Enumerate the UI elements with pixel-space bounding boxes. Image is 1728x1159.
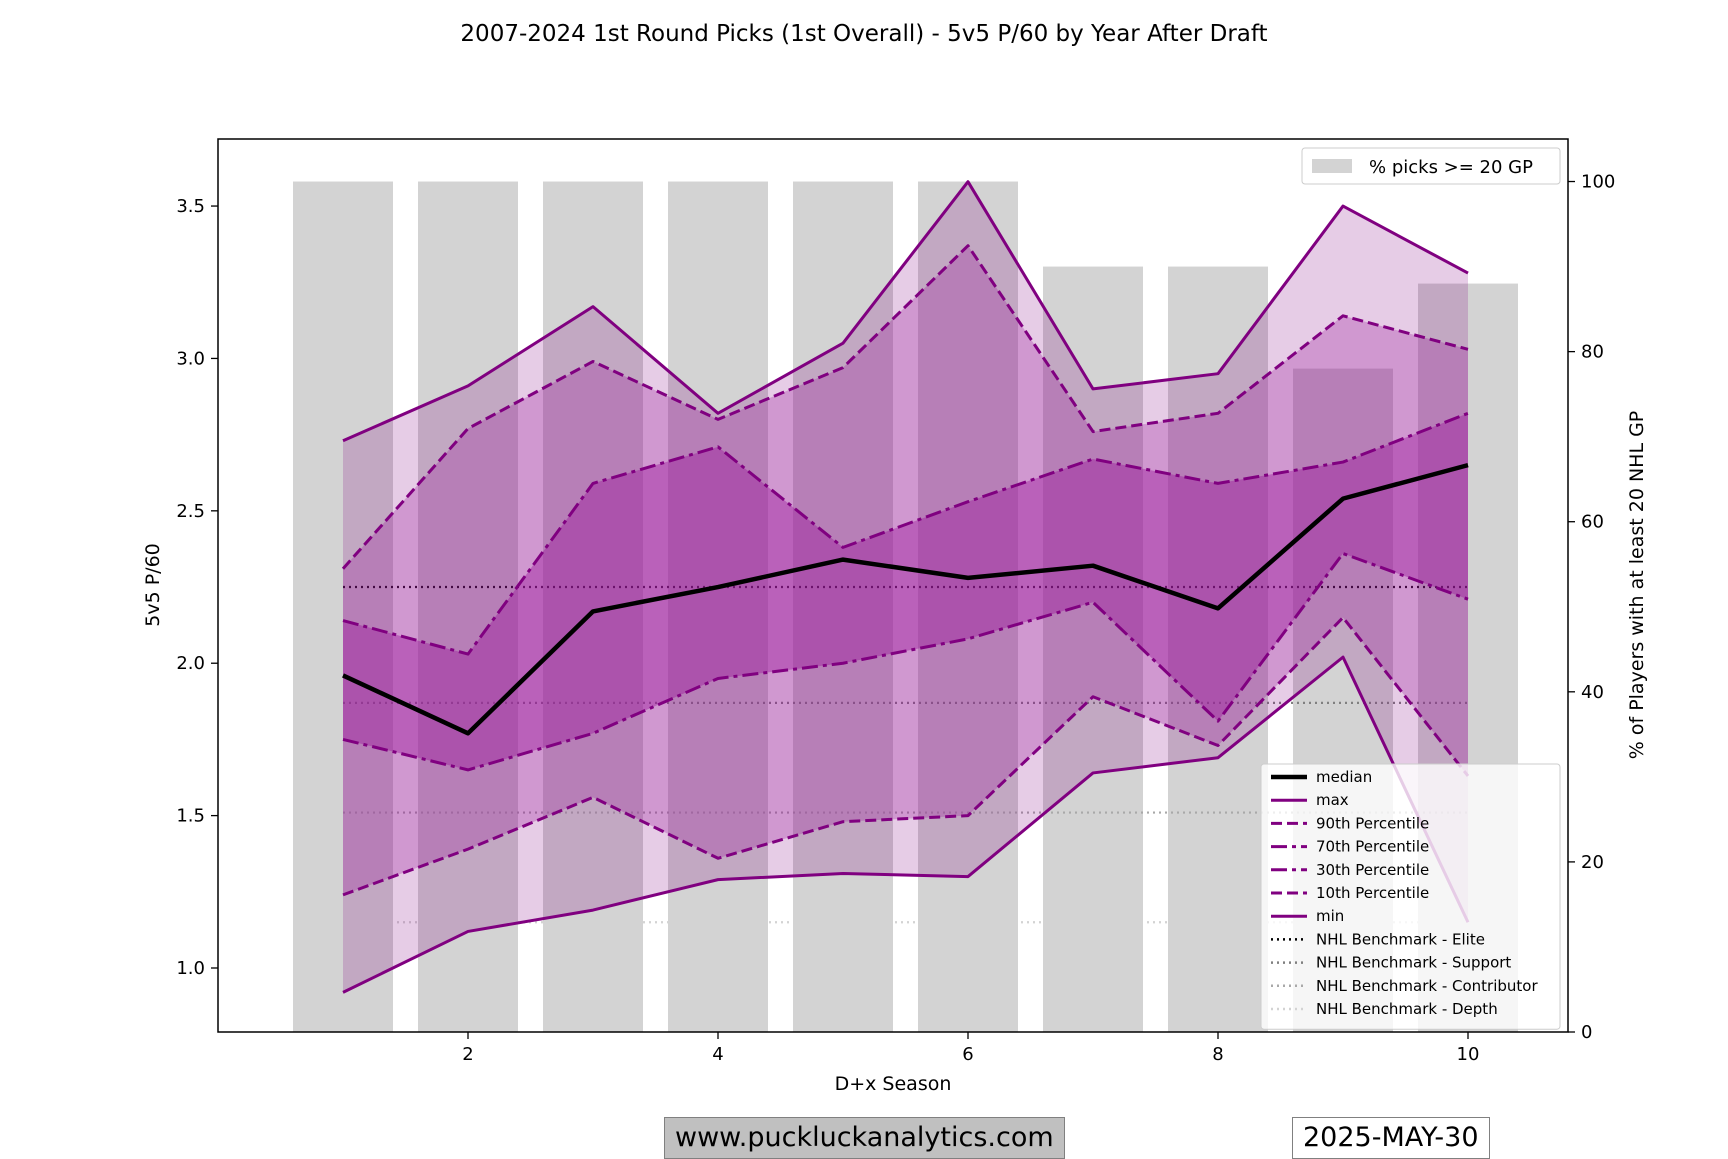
y-tick-label: 1.0: [176, 958, 205, 979]
x-tick-label: 6: [962, 1044, 973, 1065]
y-tick-label: 1.5: [176, 806, 205, 827]
y2-tick-label: 0: [1581, 1022, 1592, 1043]
legend-label-median: median: [1316, 768, 1372, 786]
series-line-10th-percentile: [342, 616, 1470, 897]
legend-label-10th-percentile: 10th Percentile: [1316, 884, 1429, 902]
series-line-median: [342, 462, 1469, 736]
bar-d4: [668, 181, 768, 1032]
band-min-max: [343, 181, 1468, 993]
legend-bars-frame: [1301, 147, 1561, 185]
y2-tick-label: 40: [1581, 682, 1604, 703]
legend-lines: median max 90th Percentile 70th Percentile 3…: [1260, 763, 1561, 1030]
legend-label-nhl-benchmark-depth: NHL Benchmark - Depth: [1316, 1000, 1498, 1018]
website-label: www.puckluckanalytics.com: [664, 1117, 1065, 1159]
x-tick-label: 10: [1457, 1044, 1480, 1065]
legend-label-nhl-benchmark-support: NHL Benchmark - Support: [1316, 954, 1511, 972]
x-axis-label: D+x Season: [835, 1073, 952, 1095]
y-tick-label: 3.5: [176, 196, 205, 217]
bar-d1: [293, 181, 393, 1032]
y2-tick-label: 100: [1581, 172, 1615, 193]
legend-label-70th-percentile: 70th Percentile: [1316, 838, 1429, 856]
bar-d7: [1043, 266, 1143, 1033]
legend-label-90th-percentile: 90th Percentile: [1316, 814, 1429, 832]
y2-axis-label: % of Players with at least 20 NHL GP: [1626, 411, 1648, 760]
plot-frame: [217, 138, 1569, 1033]
y2-tick-label: 20: [1581, 852, 1604, 873]
legend-label-nhl-benchmark-elite: NHL Benchmark - Elite: [1316, 930, 1485, 948]
chart-title: 2007-2024 1st Round Picks (1st Overall) …: [460, 21, 1267, 47]
x-tick-label: 4: [712, 1044, 723, 1065]
legend-label-30th-percentile: 30th Percentile: [1316, 861, 1429, 879]
legend-lines-frame: [1260, 763, 1561, 1030]
series-lines: [341, 180, 1470, 994]
percentile-bands: [343, 181, 1468, 993]
y2-tick-label: 80: [1581, 342, 1604, 363]
bar-d6: [918, 181, 1018, 1032]
legend-bars-swatch: [1312, 159, 1352, 173]
y2-tick-label: 60: [1581, 512, 1604, 533]
series-line-90th-percentile: [341, 244, 1469, 570]
legend-label-nhl-benchmark-contributor: NHL Benchmark - Contributor: [1316, 977, 1538, 995]
legend-label-min: min: [1316, 907, 1344, 925]
y-tick-label: 2.0: [176, 653, 205, 674]
y-tick-label: 3.0: [176, 348, 205, 369]
x-tick-label: 2: [462, 1044, 473, 1065]
legend-label-max: max: [1316, 791, 1349, 809]
bar-d5: [793, 181, 893, 1032]
axes: 2 4 6 8 10 1.0 1.5 2.0 2.5 3.0 3.5 0 20 40 60 80 100: [176, 172, 1615, 1065]
band-30th-percentile-70th-percentile: [343, 413, 1468, 770]
date-label: 2025-MAY-30: [1292, 1117, 1490, 1159]
y-axis-label: 5v5 P/60: [142, 543, 164, 627]
series-line-max: [342, 180, 1469, 443]
y-tick-label: 2.5: [176, 501, 205, 522]
legend-bars: % picks >= 20 GP: [1301, 147, 1561, 185]
bar-d8: [1168, 266, 1268, 1033]
series-line-70th-percentile: [342, 411, 1469, 656]
x-tick-label: 8: [1212, 1044, 1223, 1065]
series-line-min: [342, 655, 1470, 994]
legend-bars-label: % picks >= 20 GP: [1369, 157, 1533, 178]
series-line-30th-percentile: [342, 551, 1469, 772]
